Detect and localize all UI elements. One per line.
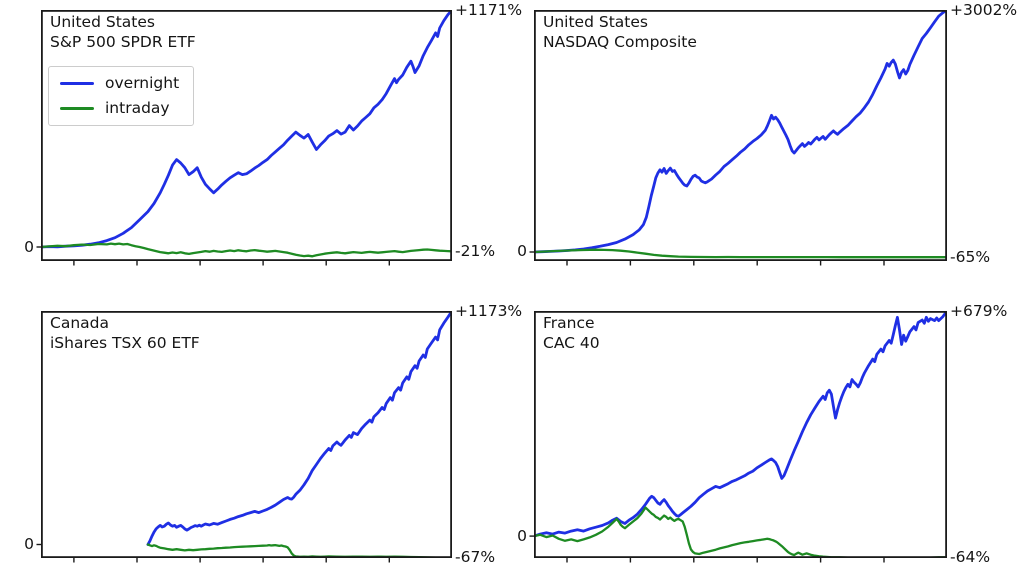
legend-label-intraday: intraday — [105, 99, 170, 117]
y-axis-zero-tick-label: 0 — [24, 237, 34, 256]
index-label: CAC 40 — [543, 333, 600, 352]
intraday-end-value-label: -21% — [455, 241, 496, 260]
overnight-end-value-label: +679% — [950, 301, 1008, 320]
intraday-line — [534, 248, 947, 259]
intraday-end-value-label: -64% — [950, 547, 991, 566]
axes-border — [533, 310, 948, 558]
country-label: France — [543, 314, 595, 332]
overnight-end-value-label: +1171% — [455, 0, 523, 19]
intraday-line — [534, 506, 947, 558]
country-label: United States — [50, 13, 155, 31]
axes-border — [40, 310, 453, 558]
overnight-line — [534, 10, 947, 254]
intraday-line — [41, 242, 452, 258]
legend-row-overnight: overnight — [60, 75, 179, 92]
axes-border — [533, 9, 948, 261]
overnight-line — [534, 311, 947, 538]
overnight-end-value-label: +1173% — [455, 301, 523, 320]
y-axis-zero-tick-label: 0 — [517, 526, 527, 545]
index-label: iShares TSX 60 ETF — [50, 333, 200, 352]
overnight-end-value-label: +3002% — [950, 0, 1018, 19]
country-label: Canada — [50, 314, 109, 332]
country-label: United States — [543, 13, 648, 31]
overnight-line — [146, 311, 452, 546]
chart-title-france-cac40: France CAC 40 — [543, 314, 600, 353]
chart-france-cac40 — [529, 310, 948, 563]
y-axis-zero-tick-label: 0 — [517, 242, 527, 261]
chart-us-sp500 — [36, 9, 453, 266]
overnight-line-swatch — [60, 82, 94, 85]
intraday-end-value-label: -65% — [950, 247, 991, 266]
chart-us-nasdaq — [529, 9, 948, 266]
chart-title-us-sp500: United States S&P 500 SPDR ETF — [50, 13, 196, 52]
intraday-end-value-label: -67% — [455, 548, 496, 567]
legend: overnight intraday — [48, 66, 195, 126]
axes-border — [40, 9, 453, 261]
index-label: S&P 500 SPDR ETF — [50, 32, 196, 51]
y-axis-zero-tick-label: 0 — [24, 534, 34, 553]
chart-title-us-nasdaq: United States NASDAQ Composite — [543, 13, 697, 52]
legend-row-intraday: intraday — [60, 100, 179, 117]
intraday-line-swatch — [60, 107, 94, 110]
chart-title-canada-tsx60: Canada iShares TSX 60 ETF — [50, 314, 200, 353]
chart-canada-tsx60 — [36, 310, 453, 563]
index-label: NASDAQ Composite — [543, 32, 697, 51]
legend-label-overnight: overnight — [105, 74, 180, 92]
intraday-line — [146, 543, 452, 558]
overnight-line — [41, 10, 452, 249]
